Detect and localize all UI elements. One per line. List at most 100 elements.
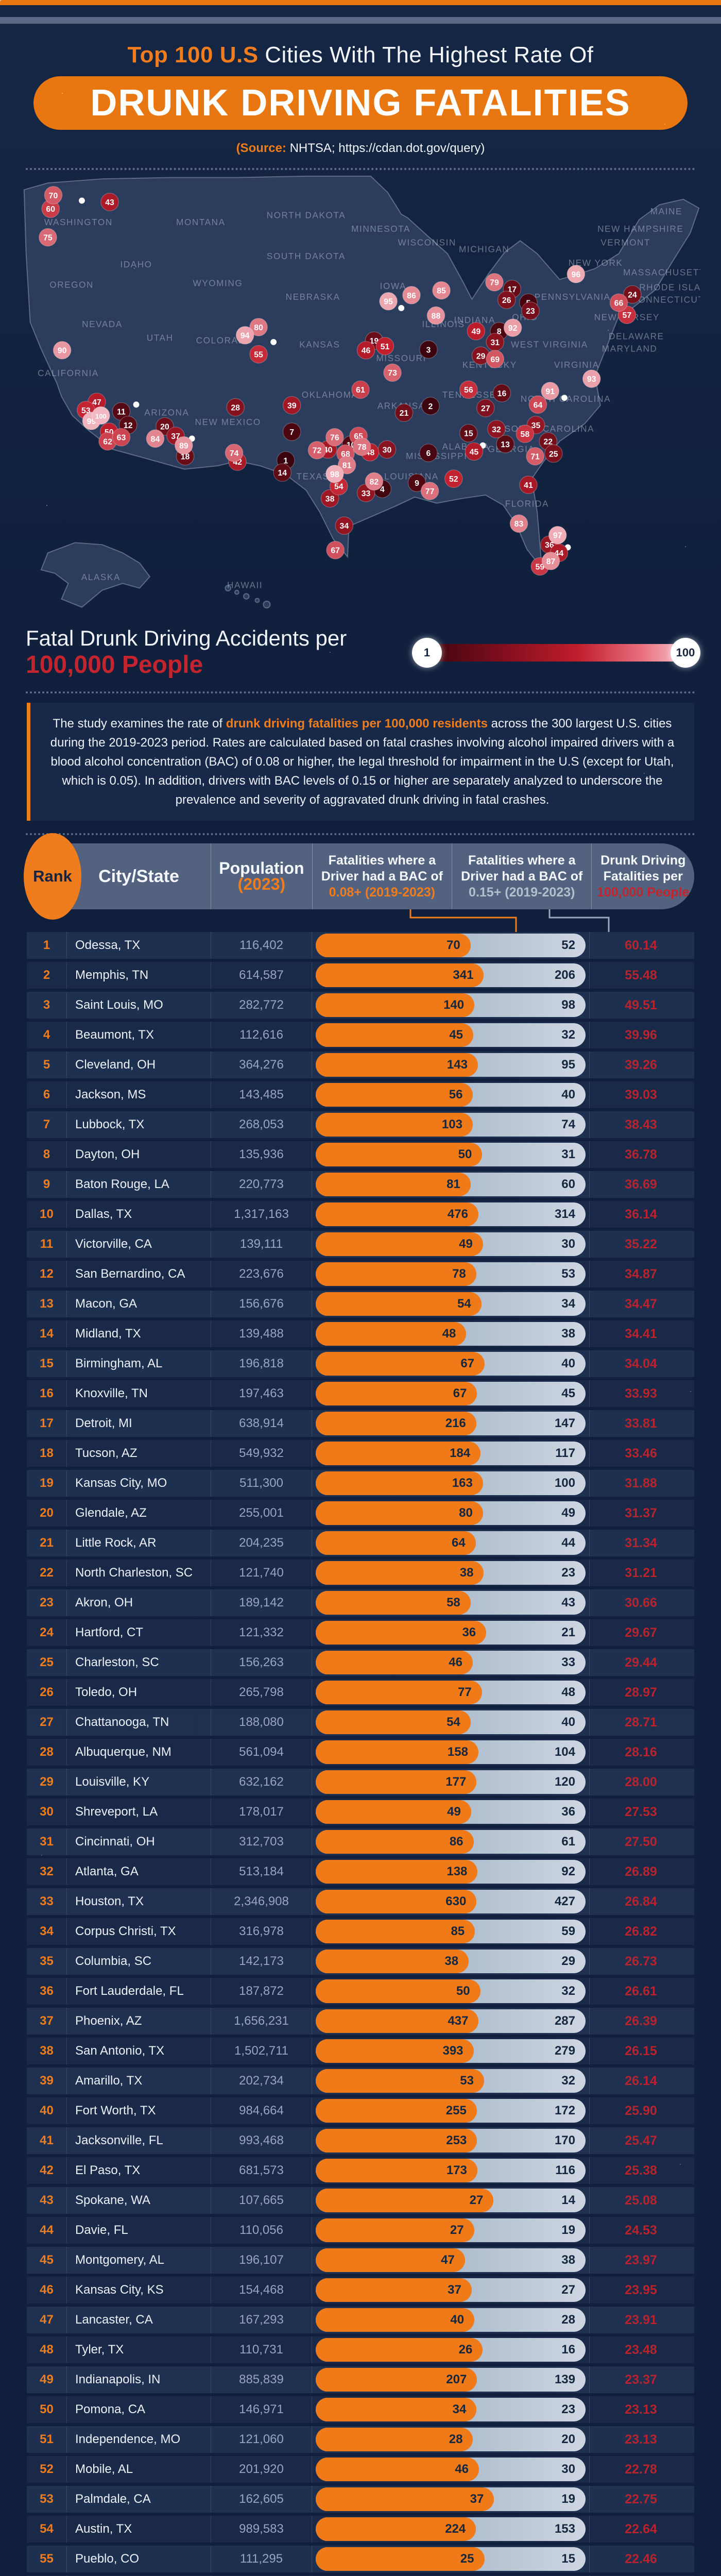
svg-text:22: 22	[543, 438, 553, 447]
population-cell: 167,293	[211, 2307, 312, 2334]
rank-marker: 62	[98, 432, 117, 451]
city-cell: Houston, TX	[67, 1888, 211, 1916]
rank-marker: 71	[526, 447, 544, 466]
bac15-value: 30	[561, 2462, 575, 2477]
rate-cell: 35.22	[625, 1236, 657, 1251]
rank-cell: 6	[27, 1081, 67, 1109]
population-cell: 121,332	[211, 1619, 312, 1647]
fatalities-bar-cell: 58 43	[312, 1589, 590, 1617]
table-row: 10 Dallas, TX 1,317,163 476 314 36.14	[27, 1201, 694, 1228]
bac15-value: 170	[554, 2133, 575, 2148]
city-cell: Atlanta, GA	[67, 1858, 211, 1886]
bac08-bar: 40	[316, 2308, 475, 2332]
rate-cell: 31.34	[625, 1535, 657, 1550]
bac15-bar: 86 61	[316, 1830, 586, 1854]
source-value: NHTSA; https://cdan.dot.gov/query)	[289, 141, 485, 155]
rate-cell: 31.21	[625, 1565, 657, 1580]
bac15-bar: 140 98	[316, 993, 586, 1018]
header-bac15: Fatalities where a Driver had a BAC of 0.…	[452, 843, 592, 910]
city-cell: Lubbock, TX	[67, 1111, 211, 1139]
cluster-dot	[78, 197, 85, 204]
fatalities-bar-cell: 28 20	[312, 2426, 590, 2453]
state-label: NEVADA	[82, 319, 123, 329]
rate-cell: 24.53	[625, 2223, 657, 2238]
fatalities-bar-cell: 26 16	[312, 2336, 590, 2364]
svg-text:81: 81	[342, 462, 352, 470]
population-cell: 142,173	[211, 1948, 312, 1975]
rank-marker: 9	[407, 473, 426, 492]
fatalities-bar-cell: 163 100	[312, 1470, 590, 1497]
fatalities-bar-cell: 341 206	[312, 962, 590, 989]
kicker-text: Cities With The Highest Rate Of	[258, 42, 594, 67]
rank-marker: 94	[235, 326, 254, 345]
svg-text:98: 98	[330, 470, 339, 479]
state-label: INDIANA	[454, 315, 495, 325]
population-cell: 268,053	[211, 1111, 312, 1139]
city-cell: Kansas City, MO	[67, 1470, 211, 1497]
table-row: 3 Saint Louis, MO 282,772 140 98 49.51	[27, 992, 694, 1019]
rank-marker: 74	[225, 444, 244, 462]
population-cell: 135,936	[211, 1141, 312, 1168]
fatalities-bar-cell: 77 48	[312, 1679, 590, 1706]
fatalities-bar-cell: 173 116	[312, 2157, 590, 2184]
bac15-bar: 224 153	[316, 2517, 586, 2541]
city-cell: Detroit, MI	[67, 1410, 211, 1437]
rank-marker: 91	[541, 382, 560, 400]
rank-cell: 4	[27, 1022, 67, 1049]
city-cell: Palmdale, CA	[67, 2486, 211, 2513]
rank-marker: 80	[249, 318, 268, 336]
population-cell: 984,664	[211, 2097, 312, 2125]
rank-cell: 54	[27, 2516, 67, 2543]
city-cell: Little Rock, AR	[67, 1530, 211, 1557]
fatalities-bar-cell: 184 117	[312, 1440, 590, 1467]
rate-cell: 55.48	[625, 968, 657, 982]
rate-cell: 26.73	[625, 1954, 657, 1969]
bac15-bar: 103 74	[316, 1113, 586, 1137]
city-cell: Dallas, TX	[67, 1201, 211, 1228]
fatalities-bar-cell: 476 314	[312, 1201, 590, 1228]
source-label: (Source:	[236, 141, 290, 155]
header-population: Population (2023)	[211, 843, 313, 910]
bac08-bar: 476	[316, 1202, 478, 1227]
bac15-value: 74	[561, 1117, 575, 1132]
table-row: 28 Albuquerque, NM 561,094 158 104 28.16	[27, 1739, 694, 1766]
bac08-bar: 86	[316, 1830, 474, 1854]
rank-marker: 30	[377, 440, 397, 459]
fatalities-bar-cell: 49 30	[312, 1231, 590, 1258]
state-label: NORTH DAKOTA	[267, 210, 346, 221]
population-cell: 196,107	[211, 2247, 312, 2274]
rank-cell: 28	[27, 1739, 67, 1766]
population-cell: 189,142	[211, 1589, 312, 1617]
table-row: 41 Jacksonville, FL 993,468 253 170 25.4…	[27, 2127, 694, 2155]
rank-marker: 43	[100, 193, 119, 211]
rank-marker: 61	[351, 380, 370, 399]
fatalities-bar-cell: 53 32	[312, 2067, 590, 2095]
table-row: 17 Detroit, MI 638,914 216 147 33.81	[27, 1410, 694, 1437]
fatalities-bar-cell: 70 52	[312, 932, 590, 959]
fatalities-bar-cell: 67 40	[312, 1350, 590, 1378]
svg-text:18: 18	[181, 453, 190, 462]
rate-cell: 28.97	[625, 1685, 657, 1700]
bac15-value: 40	[561, 1715, 575, 1730]
bac15-bar: 67 45	[316, 1382, 586, 1406]
table-row: 39 Amarillo, TX 202,734 53 32 26.14	[27, 2067, 694, 2095]
svg-text:70: 70	[49, 192, 58, 200]
bac08-value: 49	[447, 1805, 461, 1819]
ranking-table: Rank City/State Population (2023) Fatalit…	[24, 833, 694, 2576]
table-row: 16 Knoxville, TN 197,463 67 45 33.93	[27, 1380, 694, 1408]
bac15-value: 279	[554, 2044, 575, 2058]
bac08-bar: 38	[316, 1561, 484, 1585]
bac08-bar: 38	[316, 1950, 469, 1974]
svg-text:97: 97	[553, 532, 562, 540]
rank-marker: 100	[92, 406, 110, 425]
bac08-bar: 56	[316, 1083, 473, 1107]
svg-text:23: 23	[526, 307, 535, 316]
rate-cell: 26.39	[625, 2013, 657, 2028]
fatalities-bar-cell: 138 92	[312, 1858, 590, 1886]
bac08-bar: 27	[316, 2189, 494, 2213]
rank-cell: 24	[27, 1619, 67, 1647]
fatalities-bar-cell: 50 31	[312, 1141, 590, 1168]
rank-cell: 32	[27, 1858, 67, 1886]
city-cell: Spokane, WA	[67, 2187, 211, 2214]
city-cell: Dayton, OH	[67, 1141, 211, 1168]
